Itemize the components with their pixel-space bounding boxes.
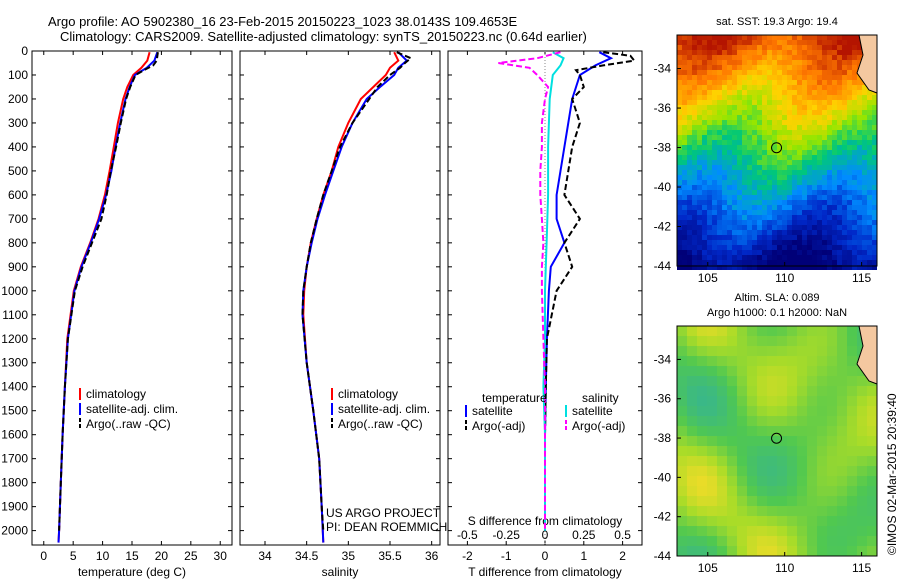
y-tick-label: -38 <box>654 431 672 445</box>
y-tick-label: -38 <box>654 141 672 155</box>
y-tick-label: -34 <box>654 352 672 366</box>
legend-label: satellite <box>572 404 613 418</box>
y-tick-label: 2000 <box>1 524 28 538</box>
y-tick-label: 1900 <box>1 500 28 514</box>
y-tick-label: 500 <box>8 164 28 178</box>
map-title: sat. SST: 19.3 Argo: 19.4 <box>716 16 838 28</box>
y-tick-label: 1800 <box>1 476 28 490</box>
x-tick-label: 36 <box>425 549 439 563</box>
y-tick-label: 1300 <box>1 356 28 370</box>
legend-label: Argo(..raw -QC) <box>338 417 423 431</box>
x-tick-label: 25 <box>184 549 198 563</box>
y-tick-label: -34 <box>654 62 672 76</box>
plot-title-line2: Climatology: CARS2009. Satellite-adjuste… <box>60 29 587 44</box>
x-tick-label: 20 <box>155 549 169 563</box>
map-title-line1: Altim. SLA: 0.089 <box>735 292 820 304</box>
legend-label: climatology <box>86 387 146 401</box>
y-tick-label: 700 <box>8 212 28 226</box>
x-tick-label: 105 <box>698 561 718 575</box>
y-tick-label: 600 <box>8 188 28 202</box>
series-line <box>301 51 413 531</box>
y-tick-label: 900 <box>8 260 28 274</box>
x-tick-label: 110 <box>775 271 794 285</box>
map-frame <box>676 325 878 557</box>
legend-label: climatology <box>338 387 398 401</box>
x2-tick-label: 0.5 <box>614 528 631 542</box>
series-line <box>544 51 637 531</box>
y-tick-label: 800 <box>8 236 28 250</box>
y-tick-label: -42 <box>654 510 672 524</box>
x-tick-label: 35 <box>342 549 356 563</box>
plot-title-line1: Argo profile: AO 5902380_16 23-Feb-2015 … <box>48 14 518 29</box>
legend-label: satellite-adj. clim. <box>338 402 430 416</box>
x-tick-label: 15 <box>125 549 139 563</box>
y-tick-label: 300 <box>8 116 28 130</box>
legend-label: Argo(..raw -QC) <box>86 417 171 431</box>
x-tick-label: 2 <box>619 549 626 563</box>
series-line <box>58 52 159 531</box>
annotation-project: US ARGO PROJECT <box>326 506 441 520</box>
x2-tick-label: 0.25 <box>572 528 596 542</box>
y-tick-label: 1000 <box>1 284 28 298</box>
x-tick-label: 5 <box>70 549 77 563</box>
x-tick-label: 10 <box>96 549 110 563</box>
x-tick-label: 105 <box>698 271 718 285</box>
x-tick-label: 0 <box>40 549 47 563</box>
x-tick-label: -2 <box>462 549 473 563</box>
x-tick-label: 30 <box>214 549 228 563</box>
x-tick-label: 34.5 <box>295 549 319 563</box>
y-tick-label: 100 <box>8 68 28 82</box>
annotation-pi: PI: DEAN ROEMMICH <box>326 520 447 534</box>
y-tick-label: -44 <box>654 549 672 563</box>
legend-label: Argo(-adj) <box>472 419 525 433</box>
y-tick-label: 0 <box>21 44 28 58</box>
legend-label: satellite <box>472 404 513 418</box>
argo-location-marker <box>771 142 783 154</box>
x-tick-label: 35.5 <box>378 549 402 563</box>
profile-panel-frame <box>239 50 441 546</box>
y-tick-label: 1500 <box>1 404 28 418</box>
x-tick-label: 115 <box>852 271 871 285</box>
x-tick-label: 0 <box>542 549 549 563</box>
y-tick-label: 1100 <box>2 308 28 322</box>
x-tick-label: -1 <box>501 549 512 563</box>
y-tick-label: -42 <box>654 220 672 234</box>
x-tick-label: 115 <box>852 561 871 575</box>
legend-title: salinity <box>582 391 619 405</box>
y-tick-label: 1700 <box>1 452 28 466</box>
y-tick-label: 200 <box>8 92 28 106</box>
x-tick-label: 34 <box>258 549 272 563</box>
x2-tick-label: -0.5 <box>457 528 478 542</box>
x-axis-label: salinity <box>322 565 359 579</box>
x-axis-label: T difference from climatology <box>468 565 622 579</box>
series-line <box>498 51 561 531</box>
legend-title: temperature <box>482 391 547 405</box>
argo-location-marker <box>771 432 783 444</box>
map-frame <box>676 34 878 267</box>
x-tick-label: 1 <box>580 549 587 563</box>
y-tick-label: -44 <box>654 259 672 273</box>
x2-tick-label: -0.25 <box>493 528 521 542</box>
profile-panel-frame <box>31 50 233 546</box>
y-tick-label: -36 <box>654 392 672 406</box>
y-tick-label: -40 <box>654 470 672 484</box>
y-tick-label: 1200 <box>1 332 28 346</box>
x-axis-label: temperature (deg C) <box>78 565 186 579</box>
y-tick-label: 400 <box>8 140 28 154</box>
y-tick-label: -40 <box>654 180 672 194</box>
map-title-line2: Argo h1000: 0.1 h2000: NaN <box>707 307 847 319</box>
sst-field <box>677 35 877 270</box>
y-tick-label: 1400 <box>1 380 28 394</box>
sla-field <box>677 326 877 556</box>
y-tick-label: -36 <box>654 101 672 115</box>
y-tick-label: 1600 <box>1 428 28 442</box>
legend-label: satellite-adj. clim. <box>86 402 178 416</box>
legend-label: Argo(-adj) <box>572 419 625 433</box>
x-tick-label: 110 <box>775 561 794 575</box>
